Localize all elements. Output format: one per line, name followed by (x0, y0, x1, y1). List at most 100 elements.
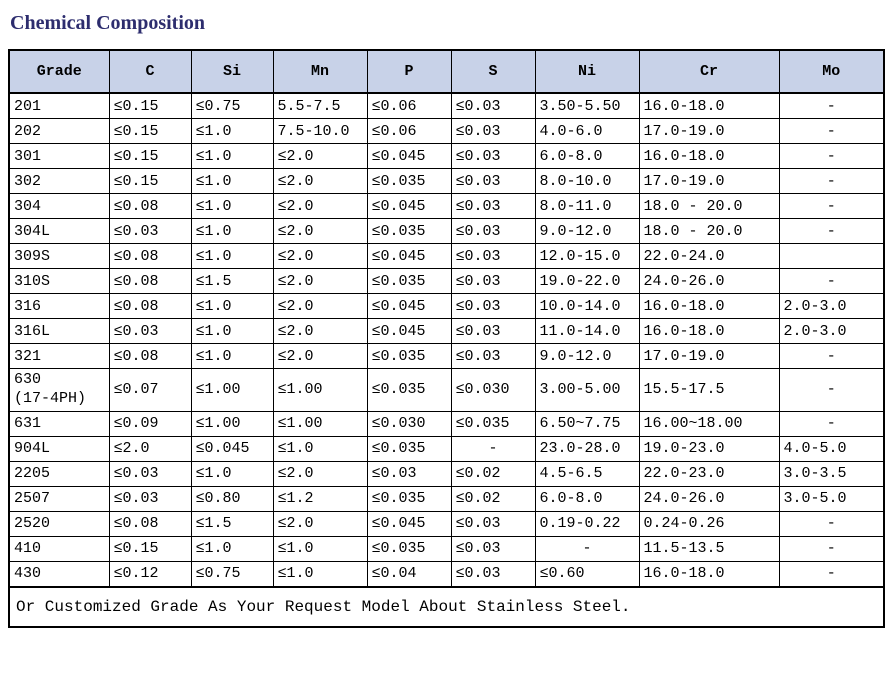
table-cell: 17.0-19.0 (639, 169, 779, 194)
table-cell: ≤0.06 (367, 119, 451, 144)
table-cell: ≤0.045 (367, 244, 451, 269)
table-header-row: GradeCSiMnPSNiCrMo (9, 50, 884, 93)
table-cell: - (779, 411, 884, 436)
table-cell: ≤1.0 (191, 169, 273, 194)
footnote: Or Customized Grade As Your Request Mode… (9, 587, 884, 627)
table-cell: ≤1.0 (191, 144, 273, 169)
table-cell: ≤1.0 (191, 294, 273, 319)
table-cell: ≤0.08 (109, 194, 191, 219)
table-cell: ≤0.08 (109, 511, 191, 536)
table-cell: 430 (9, 561, 109, 587)
table-cell: ≤0.045 (367, 144, 451, 169)
table-cell: 316 (9, 294, 109, 319)
table-cell: 16.0-18.0 (639, 93, 779, 119)
table-cell: 301 (9, 144, 109, 169)
table-cell: - (535, 536, 639, 561)
table-cell: 2.0-3.0 (779, 319, 884, 344)
table-row: 2520≤0.08≤1.5≤2.0≤0.045≤0.030.19-0.220.2… (9, 511, 884, 536)
table-row: 2205≤0.03≤1.0≤2.0≤0.03≤0.024.5-6.522.0-2… (9, 461, 884, 486)
table-cell: 24.0-26.0 (639, 486, 779, 511)
table-cell: ≤0.03 (451, 536, 535, 561)
table-cell: 304L (9, 219, 109, 244)
table-cell: ≤0.08 (109, 344, 191, 369)
table-cell: ≤2.0 (109, 436, 191, 461)
table-cell: 24.0-26.0 (639, 269, 779, 294)
table-cell: ≤0.035 (367, 486, 451, 511)
table-cell: 304 (9, 194, 109, 219)
table-cell: ≤0.045 (367, 194, 451, 219)
table-cell: ≤0.03 (109, 461, 191, 486)
table-cell: ≤2.0 (273, 194, 367, 219)
table-cell: 6.50~7.75 (535, 411, 639, 436)
column-header: C (109, 50, 191, 93)
table-cell: ≤0.03 (451, 119, 535, 144)
table-cell: ≤0.12 (109, 561, 191, 587)
table-cell: 6.0-8.0 (535, 486, 639, 511)
page-title: Chemical Composition (10, 12, 883, 35)
table-cell: ≤2.0 (273, 319, 367, 344)
table-cell: ≤1.5 (191, 269, 273, 294)
table-cell: - (451, 436, 535, 461)
column-header: Ni (535, 50, 639, 93)
table-cell: ≤0.15 (109, 169, 191, 194)
table-row: 202≤0.15≤1.07.5-10.0≤0.06≤0.034.0-6.017.… (9, 119, 884, 144)
table-cell: 6.0-8.0 (535, 144, 639, 169)
table-cell: 19.0-23.0 (639, 436, 779, 461)
table-cell: ≤0.035 (367, 219, 451, 244)
table-cell: ≤2.0 (273, 219, 367, 244)
table-cell: ≤1.00 (273, 411, 367, 436)
table-cell: ≤0.03 (109, 486, 191, 511)
table-cell: ≤0.15 (109, 119, 191, 144)
table-cell: ≤0.15 (109, 93, 191, 119)
table-cell: ≤0.03 (367, 461, 451, 486)
table-cell: 16.0-18.0 (639, 144, 779, 169)
table-cell: 9.0-12.0 (535, 344, 639, 369)
table-cell: ≤1.0 (191, 536, 273, 561)
table-cell: ≤0.04 (367, 561, 451, 587)
table-row: 304≤0.08≤1.0≤2.0≤0.045≤0.038.0-11.018.0 … (9, 194, 884, 219)
table-cell: 631 (9, 411, 109, 436)
table-cell: 2507 (9, 486, 109, 511)
table-cell: 4.5-6.5 (535, 461, 639, 486)
table-row: 316L≤0.03≤1.0≤2.0≤0.045≤0.0311.0-14.016.… (9, 319, 884, 344)
table-cell: 11.0-14.0 (535, 319, 639, 344)
table-cell: 0.24-0.26 (639, 511, 779, 536)
table-cell: 19.0-22.0 (535, 269, 639, 294)
table-cell: 3.00-5.00 (535, 369, 639, 412)
table-cell: 904L (9, 436, 109, 461)
column-header: P (367, 50, 451, 93)
table-cell: ≤2.0 (273, 144, 367, 169)
table-cell: 22.0-24.0 (639, 244, 779, 269)
table-row: 201≤0.15≤0.755.5-7.5≤0.06≤0.033.50-5.501… (9, 93, 884, 119)
table-cell: 2.0-3.0 (779, 294, 884, 319)
column-header: Mn (273, 50, 367, 93)
table-cell: 302 (9, 169, 109, 194)
table-cell: ≤1.00 (273, 369, 367, 412)
table-cell: - (779, 144, 884, 169)
table-cell: 12.0-15.0 (535, 244, 639, 269)
table-row: 301≤0.15≤1.0≤2.0≤0.045≤0.036.0-8.016.0-1… (9, 144, 884, 169)
table-cell: ≤0.03 (451, 319, 535, 344)
table-cell: ≤2.0 (273, 344, 367, 369)
table-cell: 2205 (9, 461, 109, 486)
table-cell: 16.0-18.0 (639, 319, 779, 344)
table-cell: 3.50-5.50 (535, 93, 639, 119)
table-cell: 202 (9, 119, 109, 144)
table-cell: 8.0-11.0 (535, 194, 639, 219)
table-cell: ≤1.0 (273, 436, 367, 461)
table-cell: - (779, 369, 884, 412)
table-cell: 17.0-19.0 (639, 344, 779, 369)
table-cell: ≤0.07 (109, 369, 191, 412)
table-cell: ≤0.03 (109, 319, 191, 344)
table-cell: ≤1.5 (191, 511, 273, 536)
table-cell: - (779, 219, 884, 244)
table-cell: ≤0.09 (109, 411, 191, 436)
table-cell: - (779, 194, 884, 219)
table-cell: 310S (9, 269, 109, 294)
table-cell: ≤0.03 (451, 511, 535, 536)
table-cell: ≤2.0 (273, 169, 367, 194)
table-cell: 5.5-7.5 (273, 93, 367, 119)
table-cell: 201 (9, 93, 109, 119)
table-cell: ≤0.15 (109, 536, 191, 561)
table-cell: ≤0.03 (451, 344, 535, 369)
